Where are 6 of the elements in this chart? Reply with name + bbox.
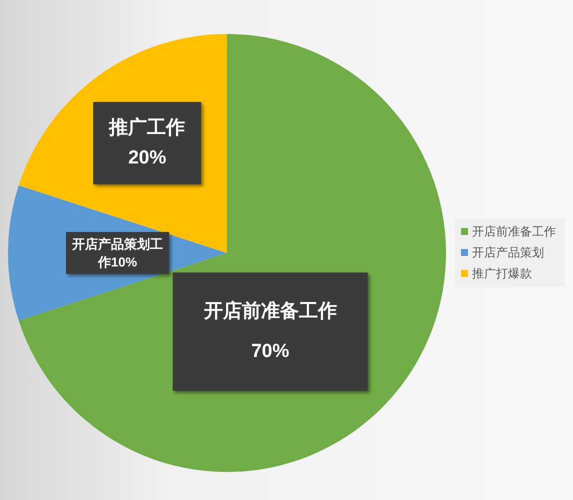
- data-label: 开店前准备工作 70%: [202, 300, 337, 362]
- data-label: 推广工作 20%: [108, 116, 186, 169]
- legend-label: 开店产品策划: [472, 246, 544, 260]
- legend-label: 推广打爆款: [472, 266, 532, 280]
- data-label: 开店产品策划工作10%: [71, 236, 163, 270]
- legend-label: 开店前准备工作: [472, 224, 556, 238]
